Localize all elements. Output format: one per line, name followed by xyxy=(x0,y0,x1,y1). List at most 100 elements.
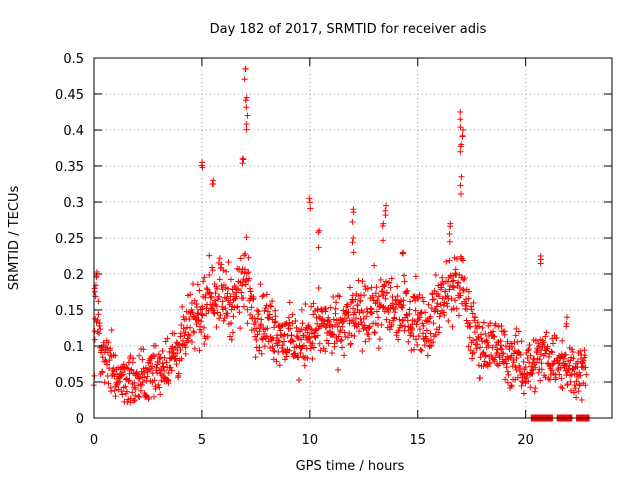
data-point xyxy=(470,349,477,356)
data-point xyxy=(512,332,519,339)
data-point xyxy=(457,143,464,150)
data-point xyxy=(500,350,507,357)
data-point xyxy=(447,223,454,230)
data-point xyxy=(412,273,419,280)
data-point xyxy=(444,292,451,299)
data-point xyxy=(387,284,394,291)
data-point xyxy=(212,290,219,297)
data-point xyxy=(576,369,583,376)
data-point xyxy=(441,312,448,319)
data-point xyxy=(316,313,323,320)
data-point xyxy=(410,333,417,340)
data-point xyxy=(111,387,118,394)
data-point xyxy=(127,399,134,406)
data-point xyxy=(452,266,459,273)
data-point xyxy=(526,342,533,349)
data-point xyxy=(272,307,279,314)
data-point xyxy=(383,202,390,209)
data-point xyxy=(244,306,251,313)
data-point xyxy=(255,308,262,315)
data-point xyxy=(535,369,542,376)
data-point xyxy=(227,293,234,300)
data-point xyxy=(326,318,333,325)
data-point xyxy=(137,387,144,394)
data-point xyxy=(250,293,257,300)
data-point xyxy=(228,336,235,343)
data-point xyxy=(430,320,437,327)
data-point xyxy=(421,342,428,349)
data-point xyxy=(216,255,223,262)
data-point xyxy=(385,279,392,286)
data-point xyxy=(266,311,273,318)
data-point xyxy=(399,250,406,257)
data-point xyxy=(211,297,218,304)
data-point xyxy=(450,277,457,284)
data-point xyxy=(403,311,410,318)
data-point xyxy=(101,379,108,386)
data-point xyxy=(156,355,163,362)
data-point xyxy=(322,348,329,355)
data-point xyxy=(91,372,98,379)
data-point xyxy=(196,347,203,354)
data-point xyxy=(538,366,545,373)
data-point xyxy=(375,314,382,321)
data-point xyxy=(241,266,248,273)
data-point xyxy=(394,293,401,300)
data-point xyxy=(500,359,507,366)
data-point xyxy=(118,372,125,379)
data-point xyxy=(286,347,293,354)
data-point xyxy=(112,393,119,400)
data-point xyxy=(559,385,566,392)
data-point xyxy=(227,299,234,306)
data-point xyxy=(245,269,252,276)
data-point xyxy=(203,285,210,292)
x-tick-label: 15 xyxy=(409,433,426,448)
data-point xyxy=(278,345,285,352)
data-point xyxy=(474,341,481,348)
x-tick-label: 5 xyxy=(198,433,206,448)
data-point xyxy=(564,380,571,387)
data-point xyxy=(350,209,357,216)
data-point xyxy=(358,319,365,326)
data-point xyxy=(439,295,446,302)
data-point xyxy=(309,340,316,347)
data-point xyxy=(309,355,316,362)
data-point xyxy=(105,380,112,387)
data-point xyxy=(471,329,478,336)
data-point xyxy=(185,337,192,344)
data-point xyxy=(352,315,359,322)
data-point xyxy=(99,354,106,361)
data-point xyxy=(411,346,418,353)
data-point xyxy=(502,343,509,350)
data-point xyxy=(247,311,254,318)
data-point xyxy=(467,347,474,354)
data-point xyxy=(147,360,154,367)
data-point xyxy=(344,334,351,341)
data-point xyxy=(457,109,464,115)
data-point xyxy=(532,385,539,392)
data-point xyxy=(450,305,457,312)
data-point xyxy=(489,344,496,351)
data-point xyxy=(398,322,405,329)
data-point xyxy=(119,391,126,398)
data-point xyxy=(576,382,583,389)
data-point xyxy=(132,392,139,399)
data-point xyxy=(428,305,435,312)
data-point xyxy=(457,124,464,131)
data-point xyxy=(189,309,196,316)
data-point xyxy=(535,340,542,347)
x-tick-label: 0 xyxy=(90,433,98,448)
data-point xyxy=(245,254,252,261)
data-point xyxy=(298,336,305,343)
data-point xyxy=(382,278,389,285)
data-point xyxy=(267,344,274,351)
data-point xyxy=(127,395,134,402)
data-point xyxy=(373,308,380,315)
data-point xyxy=(509,343,516,350)
data-point xyxy=(252,354,259,361)
data-point xyxy=(145,394,152,401)
data-point xyxy=(239,160,246,167)
data-point xyxy=(349,218,356,225)
data-point xyxy=(435,329,442,336)
data-point xyxy=(106,357,113,364)
